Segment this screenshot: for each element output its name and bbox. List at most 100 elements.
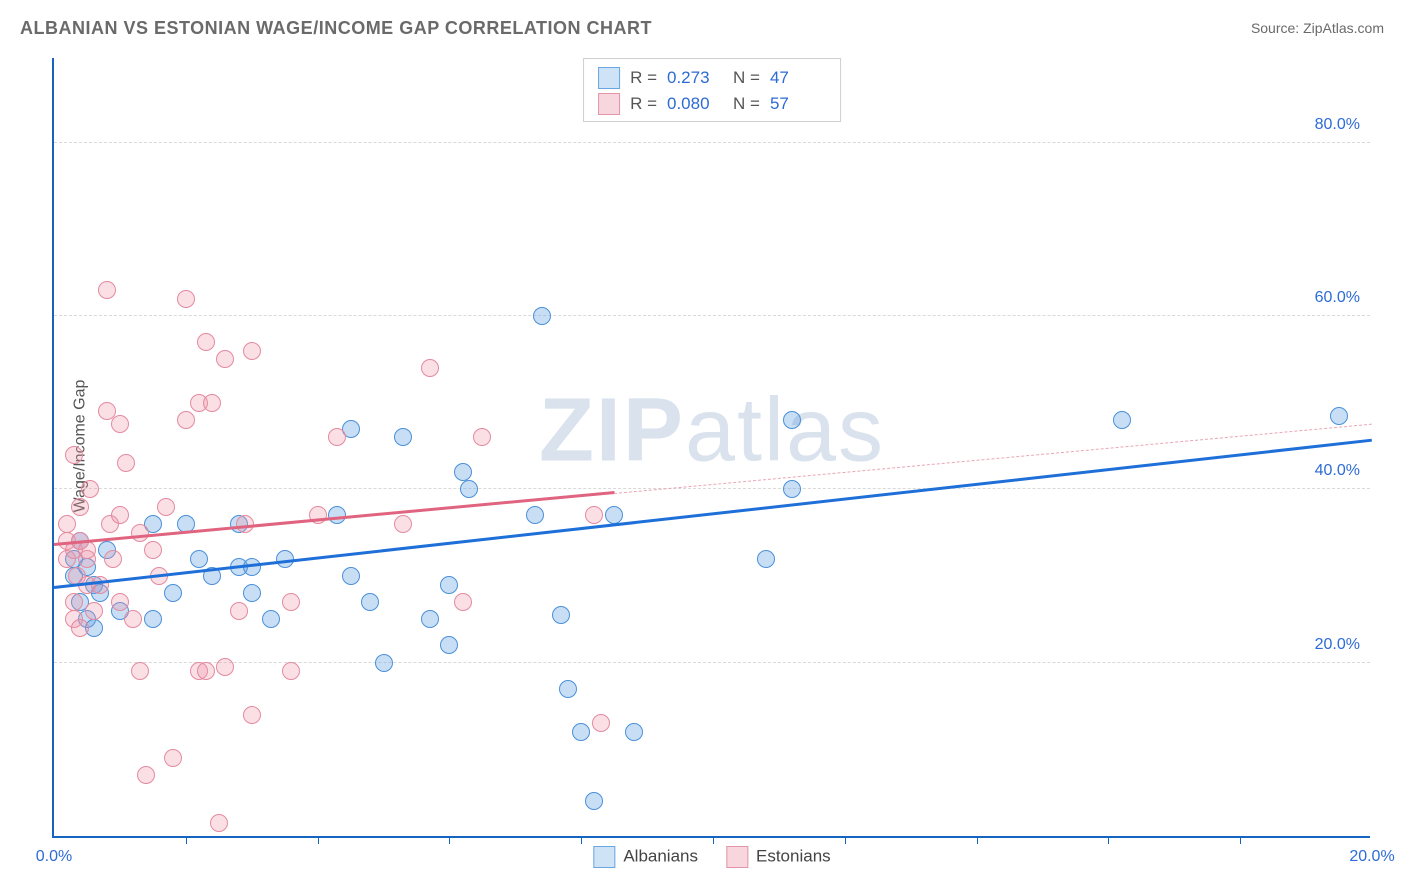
data-point [210, 814, 228, 832]
legend-r-label: R = [630, 91, 657, 117]
data-point [361, 593, 379, 611]
y-tick-label: 40.0% [1315, 462, 1360, 480]
y-tick-label: 20.0% [1315, 636, 1360, 654]
data-point [111, 506, 129, 524]
source-label: Source: ZipAtlas.com [1251, 20, 1384, 36]
gridline [54, 315, 1370, 316]
legend-row: R = 0.080 N = 57 [598, 91, 826, 117]
legend-swatch [598, 93, 620, 115]
data-point [91, 576, 109, 594]
legend-row: R =0.273N =47 [598, 65, 826, 91]
legend-n-value: 47 [770, 65, 826, 91]
legend-swatch [726, 846, 748, 868]
scatter-plot: ZIPatlas R =0.273N =47R =0.080N =57 Alba… [52, 58, 1370, 838]
data-point [104, 550, 122, 568]
data-point [440, 636, 458, 654]
x-tick-label: 0.0% [36, 848, 72, 866]
data-point [137, 766, 155, 784]
data-point [157, 498, 175, 516]
data-point [81, 480, 99, 498]
legend-r-label: R = [630, 65, 657, 91]
data-point [1330, 407, 1348, 425]
gridline [54, 142, 1370, 143]
data-point [131, 524, 149, 542]
data-point [454, 463, 472, 481]
legend-series-label: Albanians [623, 846, 698, 865]
data-point [124, 610, 142, 628]
data-point [131, 662, 149, 680]
watermark: ZIPatlas [539, 380, 885, 483]
watermark-zip: ZIP [539, 381, 685, 481]
data-point [243, 342, 261, 360]
data-point [625, 723, 643, 741]
data-point [190, 550, 208, 568]
x-tick [449, 836, 450, 844]
data-point [65, 446, 83, 464]
data-point [533, 307, 551, 325]
source-prefix: Source: [1251, 20, 1303, 36]
x-tick [318, 836, 319, 844]
data-point [585, 792, 603, 810]
data-point [203, 394, 221, 412]
data-point [592, 714, 610, 732]
data-point [216, 350, 234, 368]
chart-title: ALBANIAN VS ESTONIAN WAGE/INCOME GAP COR… [20, 18, 652, 39]
data-point [117, 454, 135, 472]
data-point [177, 290, 195, 308]
data-point [230, 602, 248, 620]
x-tick [186, 836, 187, 844]
correlation-legend: R =0.273N =47R =0.080N =57 [583, 58, 841, 122]
data-point [216, 658, 234, 676]
data-point [375, 654, 393, 672]
data-point [111, 593, 129, 611]
legend-n-value: 57 [770, 91, 826, 117]
data-point [783, 411, 801, 429]
x-tick-label: 20.0% [1349, 848, 1394, 866]
data-point [394, 515, 412, 533]
legend-item: Estonians [726, 846, 831, 868]
data-point [552, 606, 570, 624]
data-point [98, 281, 116, 299]
source-name: ZipAtlas.com [1303, 20, 1384, 36]
trend-line [54, 439, 1372, 589]
data-point [757, 550, 775, 568]
data-point [243, 706, 261, 724]
data-point [454, 593, 472, 611]
legend-item: Albanians [593, 846, 698, 868]
data-point [65, 593, 83, 611]
data-point [243, 584, 261, 602]
legend-swatch [593, 846, 615, 868]
data-point [473, 428, 491, 446]
data-point [85, 602, 103, 620]
y-tick-label: 60.0% [1315, 289, 1360, 307]
data-point [282, 662, 300, 680]
gridline [54, 662, 1370, 663]
x-tick [713, 836, 714, 844]
gridline [54, 488, 1370, 489]
data-point [526, 506, 544, 524]
legend-r-value: 0.080 [667, 91, 723, 117]
watermark-atlas: atlas [685, 381, 885, 481]
data-point [71, 498, 89, 516]
x-tick [1240, 836, 1241, 844]
data-point [559, 680, 577, 698]
data-point [71, 619, 89, 637]
legend-n-label: N = [733, 65, 760, 91]
data-point [164, 749, 182, 767]
legend-swatch [598, 67, 620, 89]
legend-series-label: Estonians [756, 846, 831, 865]
data-point [144, 610, 162, 628]
data-point [460, 480, 478, 498]
legend-n-label: N = [733, 91, 760, 117]
data-point [394, 428, 412, 446]
data-point [197, 662, 215, 680]
data-point [572, 723, 590, 741]
data-point [262, 610, 280, 628]
data-point [164, 584, 182, 602]
x-tick [977, 836, 978, 844]
data-point [282, 593, 300, 611]
data-point [585, 506, 603, 524]
series-legend: Albanians Estonians [593, 846, 830, 868]
data-point [111, 415, 129, 433]
data-point [342, 567, 360, 585]
